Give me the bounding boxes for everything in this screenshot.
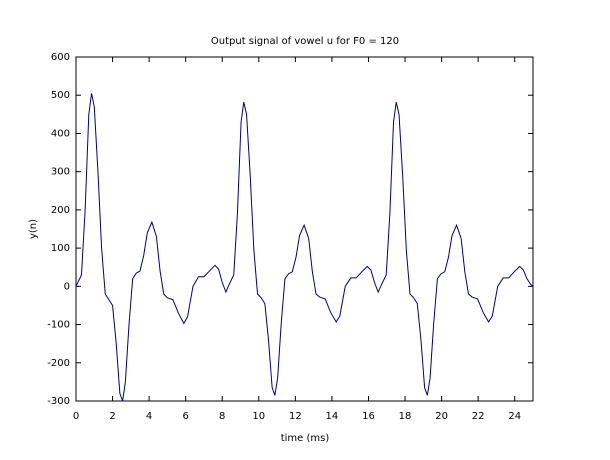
x-axis-label: time (ms) xyxy=(281,433,330,444)
x-tick-label: 10 xyxy=(252,411,265,422)
y-tick-label: -100 xyxy=(47,320,70,331)
x-tick-label: 14 xyxy=(326,411,339,422)
y-tick-label: -200 xyxy=(47,358,70,369)
x-tick-label: 6 xyxy=(182,411,188,422)
y-tick-label: 600 xyxy=(51,52,70,63)
y-tick-label: 300 xyxy=(51,167,70,178)
x-tick-label: 18 xyxy=(399,411,412,422)
chart-title: Output signal of vowel u for F0 = 120 xyxy=(211,36,399,47)
x-tick-label: 24 xyxy=(508,411,521,422)
y-tick-label: 400 xyxy=(51,128,70,139)
x-tick-label: 4 xyxy=(146,411,152,422)
x-tick-label: 22 xyxy=(472,411,485,422)
y-tick-label: 0 xyxy=(64,281,70,292)
x-tick-label: 8 xyxy=(219,411,225,422)
y-tick-label: 500 xyxy=(51,90,70,101)
plot-frame xyxy=(75,56,534,402)
x-tick-label: 2 xyxy=(109,411,115,422)
x-tick-label: 12 xyxy=(289,411,302,422)
y-axis-label: y(n) xyxy=(28,219,39,239)
signal-line xyxy=(75,93,534,402)
x-tick-label: 0 xyxy=(73,411,79,422)
y-tick-label: 100 xyxy=(51,243,70,254)
y-tick-label: -300 xyxy=(47,396,70,407)
y-tick-label: 200 xyxy=(51,205,70,216)
x-tick-label: 16 xyxy=(362,411,375,422)
x-tick-label: 20 xyxy=(435,411,448,422)
